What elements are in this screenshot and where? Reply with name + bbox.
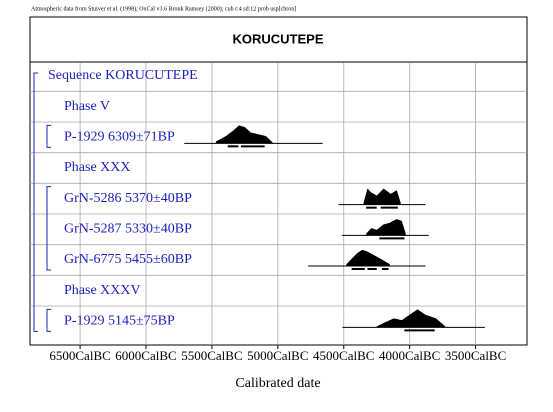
phase-label: Phase XXX (64, 160, 131, 175)
phase-label: Phase XXXV (64, 283, 141, 298)
date-label: GrN-5286 5370±40BP (64, 191, 192, 206)
probability-distribution (215, 125, 273, 144)
date-label: GrN-6775 5455±60BP (64, 252, 192, 267)
x-tick-label: 4500CalBC (313, 348, 374, 363)
plot-frame (29, 16, 528, 346)
bracket (46, 124, 51, 148)
bracket (33, 72, 38, 332)
probability-distribution (366, 219, 406, 236)
bracket (46, 186, 51, 271)
phase-label: Phase V (64, 99, 110, 114)
date-label: P-1929 6309±71BP (64, 130, 175, 145)
bracket (46, 308, 51, 332)
date-label: P-1929 5145±75BP (64, 314, 175, 329)
x-axis-label: Calibrated date (235, 376, 320, 391)
seq-label: Sequence KORUCUTEPE (48, 68, 198, 83)
chart-title: KORUCUTEPE (232, 31, 323, 46)
probability-distribution (346, 249, 390, 266)
probability-distribution (363, 188, 401, 205)
x-tick-label: 6000CalBC (115, 348, 176, 363)
x-tick-label: 4000CalBC (379, 348, 440, 363)
date-label: GrN-5287 5330±40BP (64, 222, 192, 237)
probability-distribution (376, 309, 446, 328)
x-tick-label: 6500CalBC (49, 348, 110, 363)
x-tick-label: 5500CalBC (181, 348, 242, 363)
chart-note: Atmospheric data from Stuiver et al. (19… (31, 5, 296, 12)
x-tick-label: 5000CalBC (247, 348, 308, 363)
x-tick-label: 3500CalBC (445, 348, 506, 363)
